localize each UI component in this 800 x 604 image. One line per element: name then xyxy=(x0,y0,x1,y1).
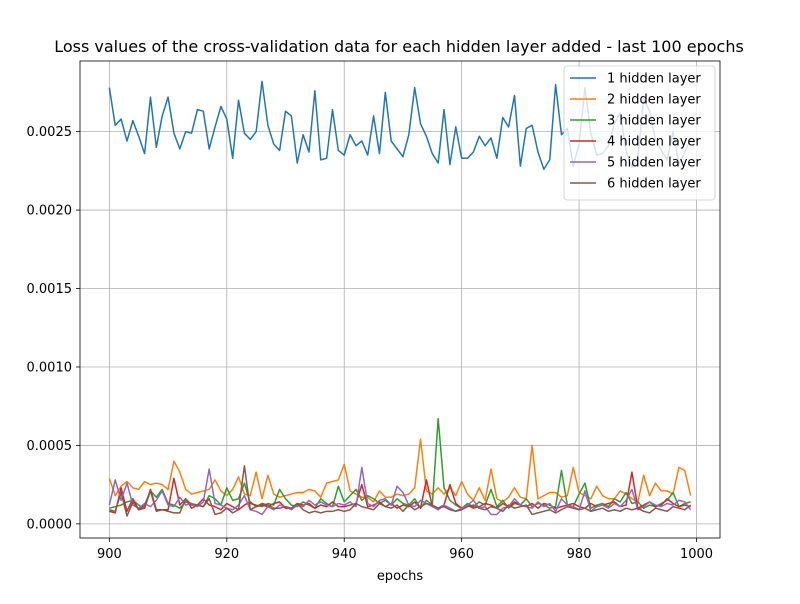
y-tick-label: 0.0005 xyxy=(27,439,73,454)
x-tick-label: 980 xyxy=(567,547,592,562)
y-tick-label: 0.0025 xyxy=(27,125,73,140)
x-tick-label: 940 xyxy=(332,547,357,562)
series-line-6-hidden-layer xyxy=(109,465,692,517)
y-tick-label: 0.0020 xyxy=(27,204,73,219)
chart-title: Loss values of the cross-validation data… xyxy=(54,37,744,56)
legend-label: 6 hidden layer xyxy=(607,177,701,192)
legend-label: 5 hidden layer xyxy=(607,156,701,171)
x-tick-label: 1000 xyxy=(680,547,713,562)
series-lines xyxy=(108,80,692,517)
plot-area: 900 920 940 960 980 1000 0.0000 0.0005 0.0010 0.0… xyxy=(27,60,721,562)
x-axis-label: epochs xyxy=(377,569,424,584)
legend-label: 3 hidden layer xyxy=(607,114,701,129)
x-tick-label: 960 xyxy=(449,547,474,562)
plot-frame xyxy=(79,60,721,539)
legend: 1 hidden layer 2 hidden layer 3 hidden lay… xyxy=(563,65,716,201)
x-tick-label: 900 xyxy=(97,547,122,562)
y-tick-label: 0.0010 xyxy=(27,360,73,375)
series-line-5-hidden-layer xyxy=(108,466,692,516)
x-tick-label: 920 xyxy=(214,547,239,562)
legend-label: 1 hidden layer xyxy=(607,72,701,87)
legend-box xyxy=(563,65,716,201)
y-tick-label: 0.0015 xyxy=(27,282,73,297)
series-line-2-hidden-layer xyxy=(108,438,692,503)
y-tick-label: 0.0000 xyxy=(27,517,73,532)
legend-label: 2 hidden layer xyxy=(607,93,701,108)
legend-label: 4 hidden layer xyxy=(607,135,701,150)
